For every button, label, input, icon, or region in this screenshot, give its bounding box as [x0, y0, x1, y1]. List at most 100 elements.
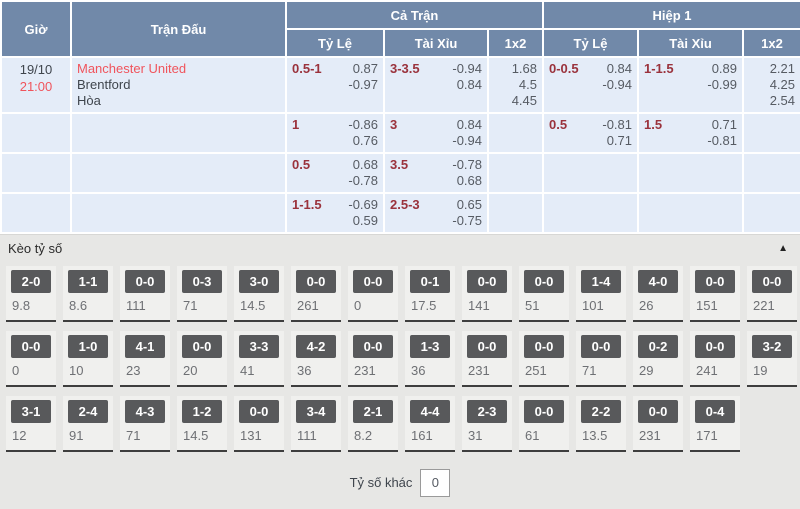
over-under-line: 3.5 [390, 157, 409, 172]
over-under-odds: 0.89 -0.99 [707, 61, 737, 92]
ft-over-under-cell[interactable]: 3 0.84 -0.94 [383, 112, 489, 154]
score-tile[interactable]: 0-0 231 [348, 331, 398, 387]
h1-1x2-cell [742, 192, 800, 234]
score-tile[interactable]: 0-0 141 [462, 266, 512, 322]
h1-handicap-cell [542, 152, 639, 194]
score-chip: 0-0 [638, 400, 678, 423]
score-tile[interactable]: 4-4 161 [405, 396, 455, 452]
score-tile[interactable]: 2-0 9.8 [6, 266, 56, 322]
score-tile[interactable]: 0-3 71 [177, 266, 227, 322]
score-tile[interactable]: 0-4 171 [690, 396, 740, 452]
score-chip: 0-0 [695, 335, 735, 358]
score-tile[interactable]: 2-1 8.2 [348, 396, 398, 452]
score-chip: 1-0 [68, 335, 108, 358]
score-chip: 4-1 [125, 335, 165, 358]
score-chip: 0-0 [467, 270, 507, 293]
score-tile[interactable]: 3-3 41 [234, 331, 284, 387]
score-odds: 111 [126, 298, 146, 313]
score-tile[interactable]: 0-0 71 [576, 331, 626, 387]
score-tile[interactable]: 0-1 17.5 [405, 266, 455, 322]
score-tile[interactable]: 3-0 14.5 [234, 266, 284, 322]
score-tile[interactable]: 0-0 241 [690, 331, 740, 387]
score-tile[interactable]: 0-0 111 [120, 266, 170, 322]
score-tile[interactable]: 1-2 14.5 [177, 396, 227, 452]
score-tile[interactable]: 4-2 36 [291, 331, 341, 387]
score-chip: 2-4 [68, 400, 108, 423]
over-under-odds: 0.71 -0.81 [707, 117, 737, 148]
score-tile[interactable]: 3-1 12 [6, 396, 56, 452]
score-tile[interactable]: 0-0 231 [633, 396, 683, 452]
score-chip: 3-2 [752, 335, 792, 358]
other-score-label: Tỷ số khác [349, 475, 413, 490]
match-teams-cell [70, 152, 287, 194]
ft-over-under-cell[interactable]: 3-3.5 -0.94 0.84 [383, 56, 489, 114]
correct-score-section: Kèo tỷ số ▲ 2-0 9.8 1-1 8.6 0-0 111 0-3 … [0, 234, 800, 509]
score-tile[interactable]: 3-4 111 [291, 396, 341, 452]
score-tile[interactable]: 2-2 13.5 [576, 396, 626, 452]
score-tile[interactable]: 0-0 51 [519, 266, 569, 322]
score-tile[interactable]: 0-0 231 [462, 331, 512, 387]
score-chip: 0-0 [752, 270, 792, 293]
score-odds: 141 [468, 298, 490, 313]
score-tile[interactable]: 2-3 31 [462, 396, 512, 452]
score-tile[interactable]: 4-1 23 [120, 331, 170, 387]
over-under-line: 3 [390, 117, 398, 132]
collapse-arrow-icon[interactable]: ▲ [778, 242, 788, 254]
score-grid-row-1: 2-0 9.8 1-1 8.6 0-0 111 0-3 71 3-0 14.5 [0, 261, 800, 326]
score-odds: 71 [582, 363, 597, 378]
score-tile[interactable]: 1-1 8.6 [63, 266, 113, 322]
h1-1x2-cell[interactable]: 2.21 4.25 2.54 [742, 56, 800, 114]
score-tile[interactable]: 1-3 36 [405, 331, 455, 387]
match-date: 19/10 [19, 62, 53, 77]
score-odds: 41 [240, 363, 255, 378]
score-odds: 36 [297, 363, 312, 378]
ft-over-under-cell[interactable]: 2.5-3 0.65 -0.75 [383, 192, 489, 234]
ft-handicap-cell[interactable]: 1 -0.86 0.76 [285, 112, 385, 154]
score-tile[interactable]: 0-0 20 [177, 331, 227, 387]
score-tile[interactable]: 0-0 221 [747, 266, 797, 322]
ft-handicap-cell[interactable]: 1-1.5 -0.69 0.59 [285, 192, 385, 234]
score-grid-row-2: 0-0 0 1-0 10 4-1 23 0-0 20 3-3 41 [0, 326, 800, 391]
score-odds: 261 [297, 298, 319, 313]
h1-over-under-cell[interactable]: 1-1.5 0.89 -0.99 [637, 56, 744, 114]
score-tile[interactable]: 0-0 151 [690, 266, 740, 322]
score-chip: 0-0 [695, 270, 735, 293]
score-odds: 221 [753, 298, 775, 313]
score-tile[interactable]: 3-2 19 [747, 331, 797, 387]
score-tile[interactable]: 1-4 101 [576, 266, 626, 322]
score-tile[interactable]: 0-0 0 [348, 266, 398, 322]
score-tile[interactable]: 0-0 261 [291, 266, 341, 322]
ft-over-under-cell[interactable]: 3.5 -0.78 0.68 [383, 152, 489, 194]
score-tile[interactable]: 0-0 0 [6, 331, 56, 387]
score-odds: 0 [354, 298, 362, 313]
score-chip: 0-0 [11, 335, 51, 358]
score-tile[interactable]: 0-0 251 [519, 331, 569, 387]
score-tile[interactable]: 4-0 26 [633, 266, 683, 322]
other-score-input[interactable]: 0 [420, 468, 451, 497]
handicap-odds: 0.87 -0.97 [348, 61, 378, 92]
score-tile[interactable]: 2-4 91 [63, 396, 113, 452]
odds-row: 1-1.5 -0.69 0.59 2.5-3 0.65 -0.75 [0, 192, 800, 234]
handicap-odds: -0.69 0.59 [348, 197, 378, 228]
score-tile[interactable]: 1-0 10 [63, 331, 113, 387]
col-header-h1-1x2: 1x2 [742, 28, 800, 58]
score-tile[interactable]: 0-0 61 [519, 396, 569, 452]
handicap-line: 0.5 [292, 157, 311, 172]
score-odds: 101 [582, 298, 604, 313]
h1-handicap-cell[interactable]: 0-0.5 0.84 -0.94 [542, 56, 639, 114]
ft-handicap-cell[interactable]: 0.5 0.68 -0.78 [285, 152, 385, 194]
score-chip: 0-0 [296, 270, 336, 293]
h1-handicap-cell[interactable]: 0.5 -0.81 0.71 [542, 112, 639, 154]
score-tile[interactable]: 4-3 71 [120, 396, 170, 452]
ft-handicap-cell[interactable]: 0.5-1 0.87 -0.97 [285, 56, 385, 114]
score-odds: 231 [639, 428, 661, 443]
handicap-line: 0.5 [549, 117, 568, 132]
score-chip: 4-0 [638, 270, 678, 293]
draw-label: Hòa [77, 93, 101, 108]
score-tile[interactable]: 0-2 29 [633, 331, 683, 387]
score-tile[interactable]: 0-0 131 [234, 396, 284, 452]
match-time-cell [0, 112, 72, 154]
ft-1x2-cell[interactable]: 1.68 4.5 4.45 [487, 56, 544, 114]
over-under-line: 3-3.5 [390, 61, 420, 76]
h1-over-under-cell[interactable]: 1.5 0.71 -0.81 [637, 112, 744, 154]
